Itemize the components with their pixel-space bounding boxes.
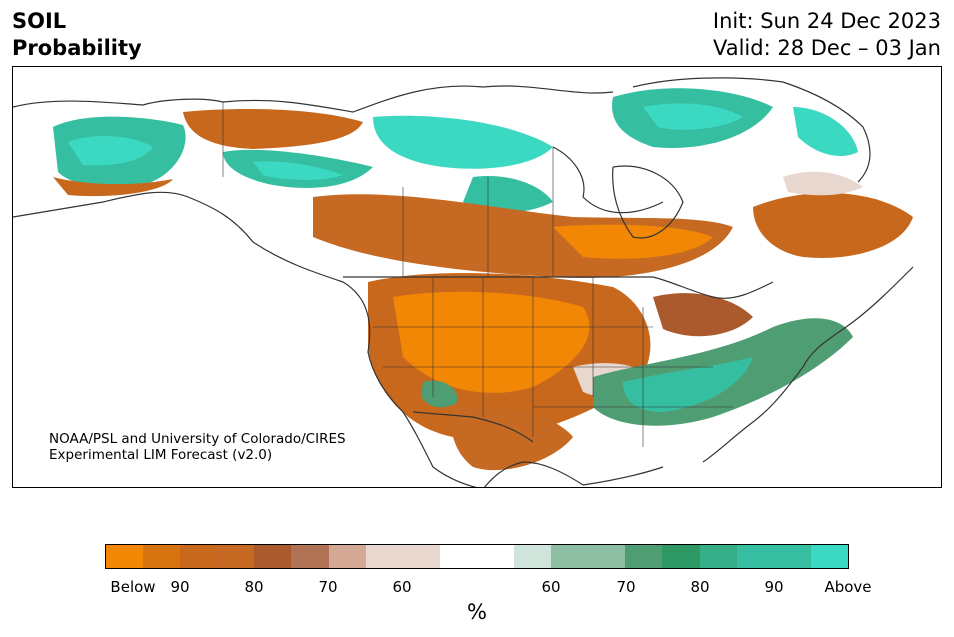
colorbar-segment	[551, 545, 589, 568]
hudson-wet-region	[463, 176, 553, 213]
colorbar-tick-label: Below	[110, 578, 156, 596]
us-canada-border	[343, 276, 774, 299]
colorbar-tick-label: 80	[244, 578, 264, 596]
valid-date: Valid: 28 Dec – 03 Jan	[712, 36, 941, 60]
prairies-dry-core	[553, 224, 713, 259]
colorbar-tick-label: 80	[690, 578, 710, 596]
alaska-wet-core	[68, 135, 153, 166]
colorbar-tick-label: 60	[541, 578, 561, 596]
quebec-dry-region	[753, 193, 913, 258]
map-panel	[12, 66, 942, 488]
colorbar	[105, 544, 849, 569]
colorbar-unit: %	[467, 600, 487, 624]
colorbar-tick-label: 70	[616, 578, 636, 596]
hudson-bay-coast	[612, 165, 684, 239]
baffin-wet-region	[793, 107, 858, 157]
title-line-2: Probability	[12, 36, 142, 60]
colorbar-segment	[328, 545, 366, 568]
probability-map	[13, 77, 914, 487]
colorbar-segment	[180, 545, 218, 568]
probability-shading	[53, 88, 913, 471]
map-title: SOIL Probability	[12, 8, 142, 62]
coastlines-and-borders	[13, 77, 914, 487]
great-lakes-dry-region	[653, 293, 753, 337]
credit-line-1: NOAA/PSL and University of Colorado/CIRE…	[49, 431, 346, 447]
colorbar-segment	[106, 545, 144, 568]
init-date: Init: Sun 24 Dec 2023	[712, 9, 941, 33]
alaska-dry-fringe	[53, 177, 173, 197]
colorbar-segment	[514, 545, 552, 568]
colorbar-segment	[736, 545, 774, 568]
colorbar-segment	[365, 545, 403, 568]
texas-dry-region	[451, 405, 573, 471]
colorbar-segment	[476, 545, 515, 568]
pacific-coast	[252, 241, 477, 487]
colorbar-segment	[402, 545, 440, 568]
colorbar-tick-label: 90	[170, 578, 190, 596]
colorbar-segment	[291, 545, 329, 568]
colorbar-segment	[810, 545, 848, 568]
state-province-lines	[222, 102, 733, 447]
credit-line-2: Experimental LIM Forecast (v2.0)	[49, 447, 273, 463]
atlantic-coast	[582, 266, 914, 486]
colorbar-tick-label: 90	[764, 578, 784, 596]
colorbar-segment	[217, 545, 255, 568]
colorbar-tick-label: 70	[318, 578, 338, 596]
canada-arctic-coast	[222, 85, 664, 214]
colorbar-segment	[625, 545, 663, 568]
quebec-light-region	[783, 171, 863, 196]
colorbar-segment	[662, 545, 700, 568]
alaska-coast	[13, 98, 254, 243]
greenland-wet-core	[643, 103, 743, 130]
colorbar-segment	[773, 545, 811, 568]
forecast-dates: Init: Sun 24 Dec 2023 Valid: 28 Dec – 03…	[713, 8, 941, 62]
colorbar-segment	[588, 545, 626, 568]
title-line-1: SOIL	[12, 9, 67, 33]
colorbar-segment	[439, 545, 477, 568]
greenland-coast	[632, 77, 871, 183]
colorbar-segment	[143, 545, 181, 568]
colorbar-tick-label: 60	[392, 578, 412, 596]
southwest-wet-spot	[421, 380, 458, 408]
nwt-wet-core	[253, 161, 343, 180]
gulf-coast	[483, 461, 584, 487]
colorbar-tick-label: Above	[824, 578, 872, 596]
colorbar-segment	[699, 545, 737, 568]
west-us-dry-core	[393, 291, 590, 393]
credit-text: NOAA/PSL and University of Colorado/CIRE…	[49, 431, 346, 463]
us-mexico-border	[412, 411, 534, 443]
colorbar-segment	[254, 545, 292, 568]
arctic-wet-region	[373, 115, 553, 169]
southeast-wet-core	[623, 357, 753, 412]
yukon-dry-region	[183, 109, 363, 149]
